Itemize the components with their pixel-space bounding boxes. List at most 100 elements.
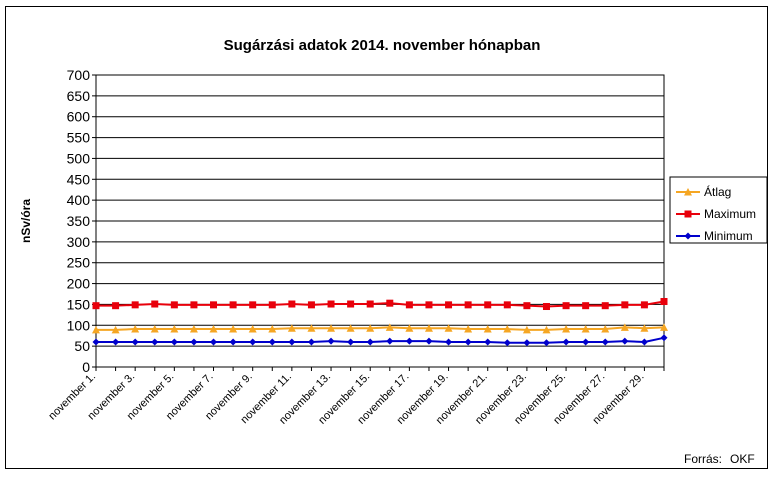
data-point [523, 339, 531, 347]
data-point [170, 301, 178, 309]
chart-frame: Sugárzási adatok 2014. november hónapban… [5, 6, 768, 469]
data-point [640, 301, 648, 309]
data-point [464, 301, 472, 309]
data-point [287, 324, 296, 332]
data-point [249, 301, 257, 309]
data-point [522, 325, 531, 334]
data-point [268, 325, 277, 333]
data-point [366, 324, 375, 332]
data-point [307, 301, 315, 309]
data-point [405, 337, 413, 345]
data-point [151, 300, 159, 308]
data-point [582, 338, 590, 346]
data-point [151, 338, 159, 346]
data-point [327, 337, 335, 345]
data-point [210, 301, 218, 309]
data-point [346, 324, 355, 332]
data-point [444, 324, 453, 332]
data-point [190, 301, 198, 309]
data-point [347, 300, 355, 308]
data-point [288, 338, 296, 346]
data-point [307, 324, 316, 332]
data-point [229, 301, 237, 309]
legend-item: Átlag [676, 184, 731, 199]
series-layer [92, 298, 668, 347]
legend-item: Maximum [676, 207, 756, 221]
data-point [210, 338, 218, 346]
data-point [621, 337, 629, 345]
data-point [111, 325, 120, 334]
data-point [640, 324, 649, 332]
data-point [386, 337, 394, 345]
data-point [229, 338, 237, 346]
data-point [112, 302, 120, 310]
data-point [92, 325, 100, 334]
data-point [445, 338, 453, 346]
data-point [170, 338, 178, 346]
data-point [92, 302, 100, 310]
gridlines [96, 95, 664, 347]
data-point [268, 338, 276, 346]
y-tick-label: 550 [67, 130, 91, 146]
data-point [366, 338, 374, 346]
legend-label: Maximum [704, 207, 756, 221]
data-point [288, 300, 296, 308]
data-point [601, 325, 610, 333]
data-point [190, 338, 198, 346]
data-point [601, 302, 609, 310]
data-point [445, 301, 453, 309]
data-point [150, 325, 159, 333]
data-point [327, 324, 336, 332]
y-tick-label: 500 [67, 150, 91, 166]
data-point [660, 334, 668, 342]
data-point [92, 338, 100, 346]
legend: Átlag Maximum Minimum [669, 176, 768, 244]
data-point [170, 325, 179, 333]
data-point [503, 325, 512, 333]
y-tick-label: 350 [67, 213, 91, 229]
y-tick-label: 300 [67, 234, 91, 250]
legend-marker [684, 210, 692, 218]
y-tick-label: 400 [67, 192, 91, 208]
data-point [601, 338, 609, 346]
chart-title: Sugárzási adatok 2014. november hónapban [224, 37, 541, 54]
data-point [503, 339, 511, 347]
data-point [621, 301, 629, 309]
y-tick-label: 600 [67, 109, 91, 125]
data-point [249, 338, 257, 346]
data-point [131, 338, 139, 346]
data-point [562, 338, 570, 346]
y-axis-ticks: 0 50 100 150 200 250 300 350 400 450 500 550 600 650 7… [67, 67, 96, 375]
data-point [660, 298, 668, 306]
data-point [131, 301, 139, 309]
y-tick-label: 650 [67, 88, 91, 104]
data-point [112, 338, 120, 346]
data-point [327, 300, 335, 308]
data-point [268, 301, 276, 309]
legend-marker [684, 188, 692, 196]
chart-svg: Sugárzási adatok 2014. november hónapban… [19, 37, 768, 466]
data-point [405, 301, 413, 309]
data-point [523, 302, 531, 310]
y-tick-label: 0 [82, 359, 90, 375]
y-tick-label: 450 [67, 171, 91, 187]
source-label: Forrás: [684, 452, 722, 466]
data-point [542, 325, 551, 334]
y-tick-label: 200 [67, 276, 91, 292]
data-point [385, 323, 394, 331]
data-point [307, 338, 315, 346]
legend-label: Átlag [704, 184, 731, 199]
data-point [640, 338, 648, 346]
y-tick-label: 150 [67, 296, 91, 312]
data-point [562, 302, 570, 310]
data-point [660, 323, 668, 331]
data-point [542, 339, 550, 347]
data-point [620, 323, 629, 331]
y-axis-label: nSv/óra [19, 199, 33, 243]
source-note: Forrás: OKF [684, 452, 755, 466]
data-point [424, 324, 433, 332]
data-point [229, 325, 238, 333]
data-point [483, 325, 492, 333]
data-point [503, 301, 511, 309]
series-minimum [92, 334, 668, 347]
